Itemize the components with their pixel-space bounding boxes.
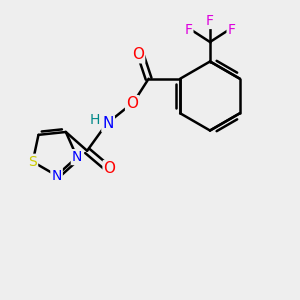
Text: F: F <box>206 14 214 28</box>
Text: F: F <box>228 23 236 37</box>
Text: F: F <box>184 23 192 37</box>
Text: O: O <box>103 161 116 176</box>
Text: N: N <box>72 150 82 164</box>
Text: S: S <box>28 155 37 169</box>
Text: H: H <box>90 113 101 127</box>
Text: O: O <box>126 96 138 111</box>
Text: O: O <box>132 47 144 62</box>
Text: N: N <box>102 116 114 131</box>
Text: N: N <box>51 169 62 182</box>
